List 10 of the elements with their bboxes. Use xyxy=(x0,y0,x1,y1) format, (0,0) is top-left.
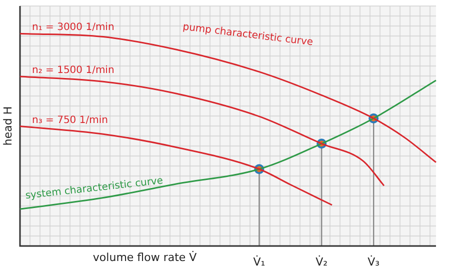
x-axis-title: volume flow rate V̇ xyxy=(92,250,198,264)
y-axis-title: head H xyxy=(1,106,14,146)
series-label: n₂ = 1500 1/min xyxy=(32,65,114,76)
x-tick-label: V̇₃ xyxy=(368,254,380,266)
x-tick-label: V̇₂ xyxy=(316,254,328,266)
text: system characteristic curve xyxy=(24,176,164,202)
series-label: n₃ = 750 1/min xyxy=(32,114,108,126)
x-tick-label: V̇₁ xyxy=(253,254,266,266)
annotation: pump characteristic curve xyxy=(182,22,314,48)
series-label: n₁ = 3000 1/min xyxy=(32,22,114,34)
